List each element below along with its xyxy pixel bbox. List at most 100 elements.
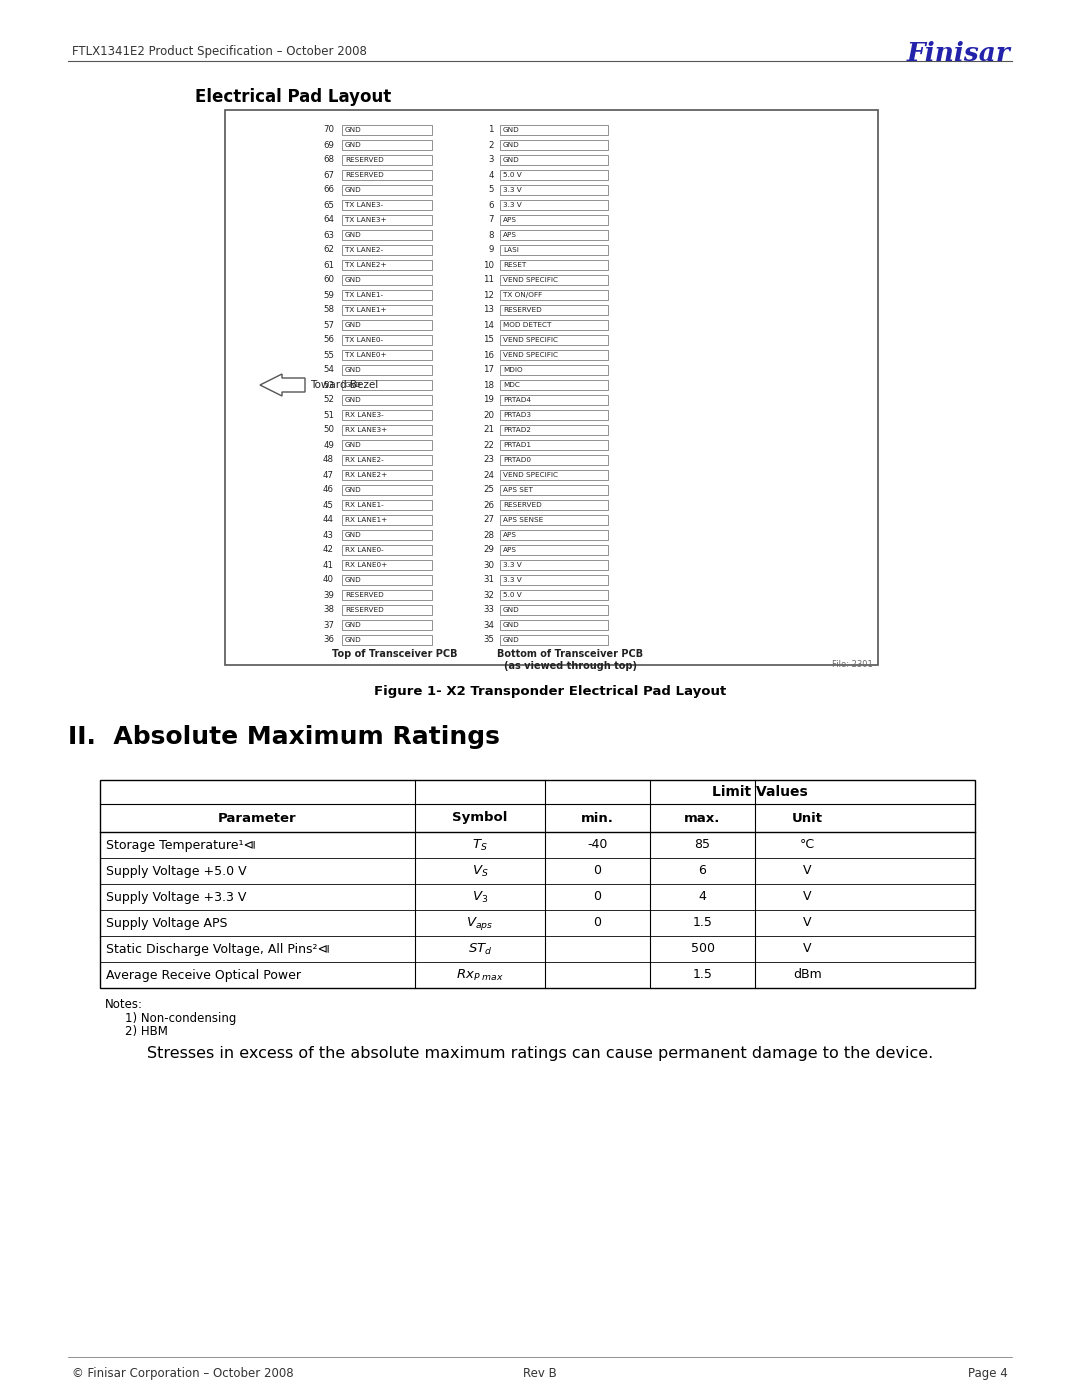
- Text: 43: 43: [323, 531, 334, 539]
- Text: 500: 500: [690, 943, 715, 956]
- Bar: [500, 184, 608, 196]
- Text: 1.5: 1.5: [692, 968, 713, 982]
- Text: APS: APS: [503, 532, 517, 538]
- Text: Storage Temperature¹⧏: Storage Temperature¹⧏: [106, 838, 256, 852]
- Text: GND: GND: [345, 441, 362, 448]
- Text: 56: 56: [323, 335, 334, 345]
- Text: 3: 3: [488, 155, 494, 165]
- Text: °C: °C: [800, 838, 815, 852]
- Bar: [342, 289, 432, 300]
- Text: V: V: [804, 916, 812, 929]
- Text: RX LANE1+: RX LANE1+: [345, 517, 388, 522]
- Bar: [342, 170, 432, 180]
- Bar: [342, 380, 432, 390]
- Text: GND: GND: [345, 232, 362, 237]
- Text: 19: 19: [483, 395, 494, 405]
- Text: 35: 35: [483, 636, 494, 644]
- Text: 51: 51: [323, 411, 334, 419]
- Bar: [500, 545, 608, 555]
- Bar: [342, 155, 432, 165]
- Text: Parameter: Parameter: [218, 812, 297, 824]
- Text: APS: APS: [503, 232, 517, 237]
- Text: $T_S$: $T_S$: [472, 837, 488, 852]
- Bar: [500, 215, 608, 225]
- Text: RESERVED: RESERVED: [345, 592, 383, 598]
- Text: RESET: RESET: [503, 263, 526, 268]
- Text: APS SET: APS SET: [503, 488, 532, 493]
- Text: 40: 40: [323, 576, 334, 584]
- Bar: [500, 395, 608, 405]
- Bar: [500, 469, 608, 481]
- Text: 63: 63: [323, 231, 334, 239]
- Text: Notes:: Notes:: [105, 997, 143, 1011]
- Text: Supply Voltage +5.0 V: Supply Voltage +5.0 V: [106, 865, 246, 877]
- Text: TX LANE0-: TX LANE0-: [345, 337, 383, 344]
- Text: 54: 54: [323, 366, 334, 374]
- Text: Average Receive Optical Power: Average Receive Optical Power: [106, 968, 301, 982]
- Text: TX LANE1+: TX LANE1+: [345, 307, 387, 313]
- Text: 65: 65: [323, 201, 334, 210]
- Bar: [342, 485, 432, 496]
- Bar: [500, 425, 608, 436]
- Text: 85: 85: [694, 838, 711, 852]
- Text: TX ON/OFF: TX ON/OFF: [503, 292, 542, 298]
- Bar: [500, 155, 608, 165]
- Text: PRTAD0: PRTAD0: [503, 457, 531, 462]
- Bar: [342, 320, 432, 330]
- Text: PRTAD1: PRTAD1: [503, 441, 531, 448]
- Text: 57: 57: [323, 320, 334, 330]
- Text: Static Discharge Voltage, All Pins²⧏: Static Discharge Voltage, All Pins²⧏: [106, 943, 330, 956]
- Bar: [342, 514, 432, 525]
- Text: 50: 50: [323, 426, 334, 434]
- Text: 38: 38: [323, 605, 334, 615]
- Bar: [342, 229, 432, 240]
- Text: APS: APS: [503, 548, 517, 553]
- Bar: [500, 634, 608, 645]
- Text: 17: 17: [483, 366, 494, 374]
- Text: PRTAD3: PRTAD3: [503, 412, 531, 418]
- Text: GND: GND: [503, 156, 519, 163]
- Bar: [500, 124, 608, 136]
- Text: 0: 0: [594, 865, 602, 877]
- Text: -40: -40: [588, 838, 608, 852]
- Bar: [342, 440, 432, 450]
- Text: File: 2301: File: 2301: [833, 659, 873, 669]
- Text: $ST_d$: $ST_d$: [468, 942, 492, 957]
- Bar: [342, 140, 432, 151]
- Text: 27: 27: [483, 515, 494, 524]
- Bar: [342, 305, 432, 316]
- Text: TX LANE3-: TX LANE3-: [345, 203, 383, 208]
- Text: 34: 34: [483, 620, 494, 630]
- Bar: [100, 780, 975, 988]
- Bar: [500, 440, 608, 450]
- Text: 29: 29: [483, 545, 494, 555]
- Text: 64: 64: [323, 215, 334, 225]
- Text: MOD DETECT: MOD DETECT: [503, 321, 552, 328]
- Text: GND: GND: [503, 127, 519, 133]
- Text: RESERVED: RESERVED: [503, 307, 542, 313]
- Text: RX LANE0+: RX LANE0+: [345, 562, 388, 569]
- Bar: [342, 620, 432, 630]
- Text: GND: GND: [503, 142, 519, 148]
- Text: RX LANE3+: RX LANE3+: [345, 427, 388, 433]
- Bar: [500, 455, 608, 465]
- Text: GND: GND: [503, 622, 519, 629]
- Text: 42: 42: [323, 545, 334, 555]
- Text: Bottom of Transceiver PCB
(as viewed through top): Bottom of Transceiver PCB (as viewed thr…: [497, 650, 643, 671]
- Text: 21: 21: [483, 426, 494, 434]
- Text: 1: 1: [488, 126, 494, 134]
- Text: RX LANE3-: RX LANE3-: [345, 412, 383, 418]
- Text: 15: 15: [483, 335, 494, 345]
- Text: TX LANE3+: TX LANE3+: [345, 217, 387, 224]
- Text: min.: min.: [581, 812, 613, 824]
- Text: 5: 5: [488, 186, 494, 194]
- Text: GND: GND: [345, 397, 362, 402]
- Text: RX LANE1-: RX LANE1-: [345, 502, 383, 509]
- Text: 70: 70: [323, 126, 334, 134]
- Text: PRTAD4: PRTAD4: [503, 397, 531, 402]
- Text: 36: 36: [323, 636, 334, 644]
- Text: 2) HBM: 2) HBM: [125, 1025, 167, 1038]
- FancyArrow shape: [260, 374, 305, 395]
- Bar: [500, 605, 608, 615]
- Text: Supply Voltage +3.3 V: Supply Voltage +3.3 V: [106, 890, 246, 904]
